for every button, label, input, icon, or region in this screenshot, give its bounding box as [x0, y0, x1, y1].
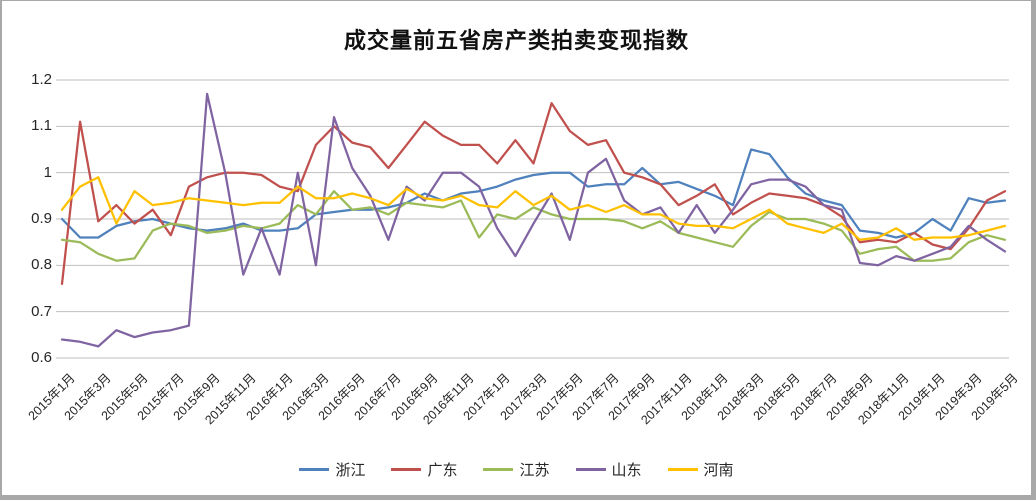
legend-label: 江苏	[519, 462, 550, 479]
legend-line-swatch	[483, 468, 514, 471]
legend-line-swatch	[575, 468, 606, 471]
series-line-4	[60, 176, 1007, 241]
legend-line-swatch	[391, 468, 422, 471]
y-tick-label: 1.2	[31, 71, 52, 88]
chart-title: 成交量前五省房产类拍卖变现指数	[343, 28, 689, 53]
legend-line-swatch	[299, 468, 330, 471]
legend-item-0: 浙江	[299, 459, 365, 480]
y-tick-label: 0.9	[31, 210, 52, 227]
legend-item-2: 江苏	[483, 459, 550, 480]
chart-legend: 浙江 广东 江苏 山东 河南	[2, 459, 1031, 480]
series-line-0	[60, 148, 1007, 239]
series-line-3	[60, 92, 1007, 348]
legend-item-1: 广东	[391, 459, 457, 480]
legend-label: 广东	[427, 462, 458, 479]
legend-label: 浙江	[335, 462, 366, 479]
legend-item-4: 河南	[667, 459, 734, 480]
legend-item-3: 山东	[575, 459, 642, 480]
legend-label: 山东	[611, 462, 642, 479]
y-tick-label: 0.6	[31, 349, 52, 366]
y-tick-label: 0.7	[31, 302, 52, 320]
y-tick-label: 1.1	[31, 117, 52, 135]
legend-line-swatch	[667, 468, 698, 471]
series-line-2	[60, 190, 1007, 262]
legend-label: 河南	[703, 462, 734, 479]
line-chart	[56, 79, 1009, 359]
y-tick-label: 1	[43, 163, 52, 181]
y-tick-label: 0.8	[31, 256, 52, 274]
